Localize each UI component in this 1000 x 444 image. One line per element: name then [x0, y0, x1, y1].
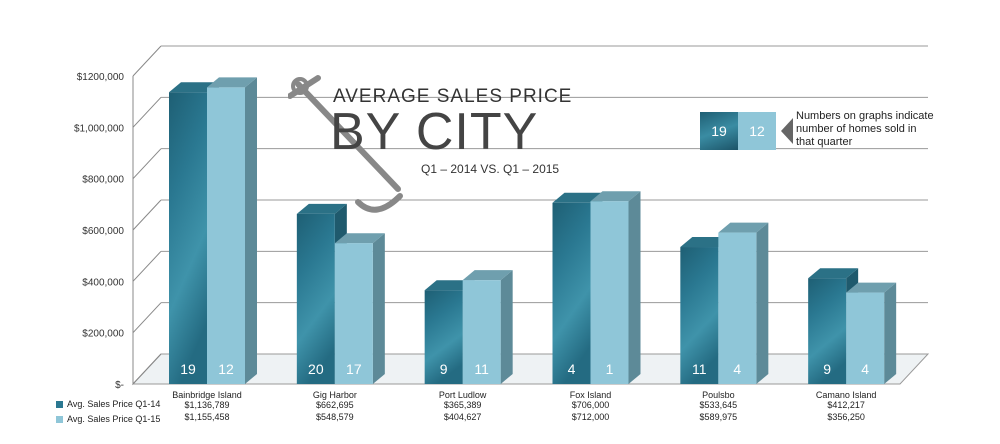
legend-swatch-q1-15	[56, 415, 63, 423]
anchor-icon	[287, 74, 418, 219]
chart-title-main: BY CITY	[330, 103, 539, 161]
chart-subtitle: Q1 – 2014 VS. Q1 – 2015	[421, 162, 560, 176]
bar-count-label: 11	[692, 361, 707, 377]
value-label-q1-14: $662,695	[316, 400, 354, 410]
bar-count-label: 4	[733, 361, 741, 377]
bar-count-label: 4	[861, 361, 869, 377]
value-label-q1-15: $356,250	[827, 412, 865, 422]
y-tick-label: $1,000,000	[74, 123, 124, 134]
value-label-q1-15: $589,975	[700, 412, 738, 422]
bar-top	[808, 268, 859, 279]
y-tick-label: $1200,000	[77, 72, 125, 83]
legend-label-q1-15: Avg. Sales Price Q1-15	[67, 414, 161, 424]
category-label: Gig Harbor	[313, 390, 357, 400]
bar-top	[462, 270, 513, 281]
bar	[718, 232, 757, 384]
bar	[169, 92, 207, 385]
value-label-q1-15: $712,000	[572, 412, 610, 422]
bar-top	[169, 82, 219, 93]
value-label-q1-14: $706,000	[572, 400, 610, 410]
category-labels: Bainbridge Island$1,136,789 $1,155,458 Gig…	[172, 390, 876, 422]
value-label-q1-15: $404,627	[444, 412, 482, 422]
chart-title-line1: AVERAGE SALES PRICE	[333, 86, 573, 107]
y-axis-ticks: $- $200,000 $400,000 $600,000 $800,000 $1,000…	[74, 72, 124, 391]
bar-side	[372, 233, 385, 384]
bar-top	[590, 191, 641, 202]
bar-top	[424, 280, 475, 291]
grid-diagonal	[132, 250, 162, 282]
value-label-q1-14: $412,217	[827, 400, 865, 410]
bar-top	[718, 222, 769, 233]
bar-count-label: 1	[606, 361, 614, 377]
legend-item-q1-15: Avg. Sales Price Q1-15	[56, 414, 160, 424]
y-tick-label: $200,000	[82, 329, 124, 340]
grid-diagonal	[132, 96, 162, 128]
category-label: Bainbridge Island	[172, 390, 242, 400]
bar-count-label: 20	[308, 361, 324, 377]
bar	[296, 213, 335, 384]
bar-top	[680, 237, 731, 248]
category-label: Port Ludlow	[439, 390, 487, 400]
value-label-q1-14: $365,389	[444, 400, 482, 410]
bar-side	[756, 222, 769, 384]
category-label: Camano Island	[816, 390, 877, 400]
legend-swatch-q1-14	[56, 400, 63, 408]
grid-diagonal	[132, 353, 162, 385]
bar-side	[884, 282, 897, 384]
bar-count-label: 12	[218, 361, 234, 377]
bar-count-label: 4	[568, 361, 576, 377]
value-label-q1-14: $1,136,789	[184, 400, 229, 410]
bar-top	[296, 203, 347, 214]
value-label-q1-14: $533,645	[700, 400, 738, 410]
bar-count-label: 9	[440, 361, 448, 377]
grid-diagonal	[132, 148, 162, 180]
legend-item-q1-14: Avg. Sales Price Q1-14	[56, 399, 160, 409]
bar-side	[245, 77, 257, 385]
bar	[334, 243, 373, 384]
bar	[846, 292, 885, 384]
bar-count-label: 17	[346, 361, 362, 377]
sample-count-q1-14: 19	[700, 112, 738, 150]
bar	[207, 87, 245, 385]
chart-bars: 19 12 20 17 9 11 4 1 11 4 9 4	[169, 77, 897, 385]
y-tick-label: $600,000	[82, 226, 124, 237]
bar-top	[552, 192, 603, 203]
note-arrow-icon	[781, 118, 793, 144]
bar	[462, 280, 501, 384]
y-tick-label: $400,000	[82, 277, 124, 288]
bar	[424, 290, 463, 384]
value-label-q1-15: $548,579	[316, 412, 354, 422]
y-tick-label: $800,000	[82, 175, 124, 186]
bar-side	[500, 270, 513, 384]
bar-side	[628, 191, 641, 384]
grid-diagonal	[132, 45, 162, 77]
legend-label-q1-14: Avg. Sales Price Q1-14	[67, 399, 161, 409]
bar	[552, 202, 591, 384]
count-legend-sample: 19 12	[700, 112, 776, 150]
category-label: Fox Island	[570, 390, 612, 400]
bar-top	[846, 282, 897, 293]
grid-diagonal	[132, 302, 162, 334]
bar	[680, 247, 719, 384]
y-tick-label: $-	[115, 380, 124, 391]
bar-count-label: 19	[180, 361, 196, 377]
bar-count-label: 9	[823, 361, 831, 377]
bar-top	[334, 233, 385, 244]
category-label: Poulsbo	[702, 390, 735, 400]
value-label-q1-15: $1,155,458	[184, 412, 229, 422]
sample-count-q1-15: 12	[738, 112, 776, 150]
bar	[808, 278, 847, 384]
bar	[590, 201, 629, 384]
grid-diagonal	[132, 199, 162, 231]
bar-count-label: 11	[474, 361, 489, 377]
count-note: Numbers on graphs indicate number of hom…	[796, 110, 934, 148]
bar-top	[207, 77, 257, 88]
